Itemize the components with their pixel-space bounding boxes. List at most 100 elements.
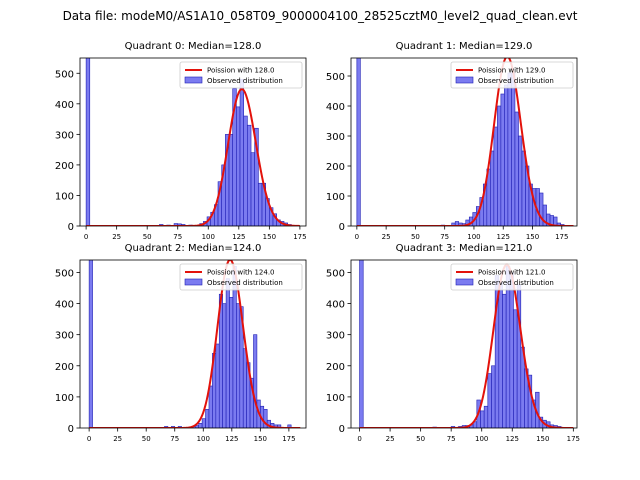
- legend-bar-label: Observed distribution: [478, 77, 554, 85]
- panel-title: Quadrant 2: Median=124.0: [125, 243, 262, 254]
- x-tick-label: 50: [143, 233, 152, 241]
- histogram-bar: [504, 84, 509, 226]
- y-tick-label: 200: [326, 162, 345, 173]
- legend-bar-label: Observed distribution: [207, 77, 283, 85]
- x-tick-label: 100: [202, 233, 215, 241]
- x-tick-label: 150: [536, 435, 549, 443]
- x-tick-label: 50: [411, 233, 420, 241]
- histogram-bar: [500, 93, 505, 226]
- histogram-bar: [514, 111, 519, 226]
- x-tick-label: 150: [254, 435, 267, 443]
- y-tick-label: 300: [55, 331, 74, 342]
- legend-box: [450, 61, 574, 89]
- y-tick-label: 400: [55, 300, 74, 311]
- x-tick-label: 0: [355, 233, 359, 241]
- panel-title: Quadrant 0: Median=128.0: [125, 41, 262, 52]
- x-tick-label: 75: [173, 233, 182, 241]
- y-tick-label: 0: [339, 222, 345, 233]
- histogram-bar: [539, 192, 544, 226]
- histogram-bar: [198, 423, 203, 428]
- legend-bar-label: Observed distribution: [207, 279, 283, 287]
- legend-box: [179, 61, 303, 89]
- histogram-bar: [263, 409, 268, 428]
- y-tick-label: 200: [326, 362, 345, 373]
- x-tick-label: 100: [197, 435, 210, 443]
- x-tick-label: 0: [84, 233, 88, 241]
- y-tick-label: 200: [55, 161, 74, 172]
- legend-box: [450, 263, 574, 291]
- histogram-bar: [498, 281, 503, 428]
- histogram-bar: [232, 265, 237, 428]
- x-tick-label: 175: [293, 233, 306, 241]
- legend-bar-swatch: [184, 76, 203, 84]
- y-tick-label: 300: [326, 331, 345, 342]
- histogram-bar: [88, 260, 93, 428]
- y-tick-label: 500: [55, 69, 74, 80]
- x-tick-label: 125: [232, 233, 245, 241]
- x-tick-label: 150: [263, 233, 276, 241]
- y-tick-label: 100: [326, 192, 345, 203]
- y-tick-label: 0: [68, 222, 74, 233]
- legend: Poission with 121.0 Observed distribution: [450, 263, 574, 291]
- y-tick-label: 500: [326, 268, 345, 279]
- histogram-bar: [491, 365, 496, 428]
- y-tick-label: 400: [326, 300, 345, 311]
- y-tick-label: 500: [326, 72, 345, 83]
- legend-line-label: Poission with 121.0: [478, 269, 546, 277]
- x-tick-label: 75: [170, 435, 179, 443]
- x-tick-label: 175: [282, 435, 295, 443]
- histogram-bar: [493, 126, 498, 226]
- histogram-bar: [85, 58, 91, 226]
- y-tick-label: 0: [68, 424, 74, 435]
- histogram-bar: [490, 150, 495, 226]
- histogram-bar: [236, 106, 241, 226]
- x-tick-label: 0: [87, 435, 91, 443]
- histogram-bar: [222, 303, 227, 428]
- histogram-bar: [521, 150, 526, 226]
- legend-bar-swatch: [455, 76, 474, 84]
- y-tick-label: 400: [55, 100, 74, 111]
- x-tick-label: 75: [447, 435, 456, 443]
- histogram-bar: [509, 272, 514, 428]
- histogram-bar: [229, 297, 234, 428]
- legend-line-label: Poission with 124.0: [207, 269, 275, 277]
- histogram-bar: [359, 260, 364, 428]
- axes-frame: [350, 57, 578, 227]
- legend-bar-swatch: [184, 278, 203, 286]
- histogram-bar: [250, 152, 255, 226]
- x-tick-label: 25: [112, 233, 121, 241]
- legend-line-label: Poission with 128.0: [207, 67, 275, 75]
- panel-title: Quadrant 3: Median=121.0: [396, 243, 533, 254]
- x-tick-label: 100: [475, 435, 488, 443]
- x-tick-label: 175: [555, 233, 568, 241]
- y-tick-label: 0: [339, 424, 345, 435]
- x-tick-label: 150: [526, 233, 539, 241]
- quadrant-1-panel: Quadrant 1: Median=129.0 0 25 50 75 100 125 150…: [326, 41, 578, 241]
- legend: Poission with 129.0 Observed distribution: [450, 61, 574, 89]
- histogram-bar: [239, 79, 244, 226]
- histogram-bar: [242, 348, 247, 428]
- poisson-curve: [356, 58, 574, 226]
- quadrant-3-panel: Quadrant 3: Median=121.0 0 25 50 75 100 125 150…: [326, 243, 580, 443]
- histogram-bar: [205, 409, 210, 428]
- histogram-bar: [225, 278, 230, 428]
- histogram-bar: [215, 343, 220, 428]
- y-tick-label: 300: [326, 132, 345, 143]
- figure-title: Data file: modeM0/AS1A10_058T09_90000041…: [63, 9, 578, 23]
- y-tick-label: 200: [55, 362, 74, 373]
- histogram-bar: [502, 293, 507, 428]
- legend-bar-label: Observed distribution: [478, 279, 554, 287]
- histogram-bar: [480, 410, 485, 428]
- histogram-bar: [497, 105, 502, 226]
- x-tick-label: 50: [142, 435, 151, 443]
- histogram-bar: [518, 135, 523, 226]
- poisson-curve: [89, 260, 301, 428]
- x-tick-label: 25: [113, 435, 122, 443]
- axes-frame: [79, 259, 307, 429]
- y-tick-label: 100: [55, 191, 74, 202]
- histogram-bar: [236, 303, 241, 428]
- histogram-bar: [247, 124, 252, 226]
- histogram-bar: [483, 405, 489, 428]
- histogram-bar: [254, 127, 259, 226]
